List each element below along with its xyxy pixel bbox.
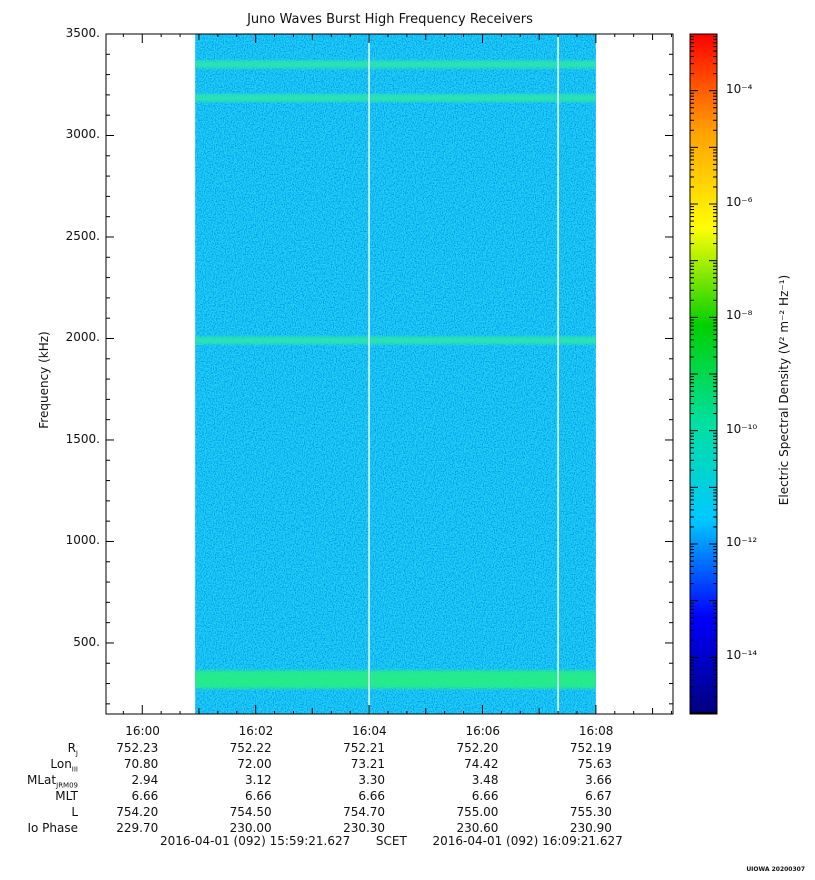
ephemeris-value: 754.70 (343, 805, 386, 819)
credit-stamp: UIOWA 20200307 (746, 866, 805, 873)
ephemeris-row-label: Io Phase (27, 821, 78, 835)
colorbar-tick-label: 10⁻¹² (726, 535, 758, 549)
y-tick-label: 1500. (65, 431, 100, 446)
ephemeris-value: 754.50 (229, 805, 272, 819)
emission-band (195, 670, 596, 689)
ephemeris-value: 6.66 (131, 789, 159, 803)
chart-title: Juno Waves Burst High Frequency Receiver… (247, 12, 533, 27)
emission-band (195, 60, 596, 69)
ephemeris-value: 74.42 (464, 757, 499, 771)
ephemeris-value: 3.12 (244, 773, 272, 787)
ephemeris-value: 75.63 (577, 757, 612, 771)
x-tick-label: 16:00 (125, 724, 160, 738)
ephemeris-value: 230.90 (569, 821, 612, 835)
y-tick-label: 1000. (65, 533, 100, 548)
emission-band (195, 93, 596, 102)
ephemeris-value: 6.66 (358, 789, 386, 803)
ephemeris-value: 230.00 (229, 821, 272, 835)
ephemeris-value: 755.30 (569, 805, 612, 819)
colorbar-floor (690, 712, 717, 714)
ephemeris-value: 230.30 (343, 821, 386, 835)
colorbar-tick-label: 10⁻¹⁴ (726, 648, 758, 663)
ephemeris-value: 754.20 (116, 805, 159, 819)
ephemeris-value: 752.21 (343, 741, 386, 755)
ephemeris-value: 6.66 (244, 789, 272, 803)
colorbar-label: Electric Spectral Density (V² m⁻² Hz⁻¹) (777, 274, 791, 506)
end-time: 2016-04-01 (092) 16:09:21.627 (432, 834, 623, 848)
ephemeris-row-label: MLatJRM09 (27, 773, 78, 790)
ephemeris-row-label: L (71, 805, 78, 819)
ephemeris-value: 752.20 (456, 741, 499, 755)
plot-frame (105, 33, 674, 715)
ephemeris-value: 72.00 (237, 757, 272, 771)
colorbar-tick-label: 10⁻⁴ (726, 81, 753, 96)
y-axis-label: Frequency (kHz) (37, 331, 51, 429)
ephemeris-value: 3.48 (471, 773, 499, 787)
x-tick-label: 16:02 (238, 724, 274, 738)
ephemeris-row-label: RJ (67, 741, 78, 758)
y-tick-label: 2500. (65, 228, 100, 243)
ephemeris-value: 2.94 (131, 773, 159, 787)
colorbar-tick-label: 10⁻¹⁰ (726, 421, 758, 436)
colorbar-tick-label: 10⁻⁶ (726, 195, 753, 209)
x-tick-label: 16:06 (465, 724, 501, 738)
ephemeris-value: 3.30 (358, 773, 386, 787)
ephemeris-value: 752.22 (229, 741, 272, 755)
ephemeris-value: 6.66 (471, 789, 499, 803)
ephemeris-value: 3.66 (585, 773, 612, 787)
spectrogram-speckle (195, 34, 596, 714)
ephemeris-row-label: MLT (55, 789, 78, 803)
y-tick-label: 500. (73, 634, 100, 649)
ephemeris-row-label: LonIII (50, 757, 78, 774)
ephemeris-value: 6.67 (585, 789, 612, 803)
ephemeris-value: 73.21 (350, 757, 386, 771)
ephemeris-value: 752.19 (569, 741, 612, 755)
y-tick-label: 3500. (65, 26, 100, 40)
time-range-footer: 2016-04-01 (092) 15:59:21.627 SCET 2016-… (160, 834, 623, 848)
ephemeris-value: 755.00 (456, 805, 499, 819)
scet-label: SCET (375, 834, 407, 848)
ephemeris-value: 230.60 (456, 821, 499, 835)
y-tick-label: 3000. (65, 127, 100, 142)
ephemeris-value: 70.80 (123, 757, 159, 771)
x-tick-label: 16:08 (578, 724, 614, 738)
y-tick-label: 2000. (65, 330, 100, 345)
ephemeris-value: 752.23 (116, 741, 159, 755)
colorbar-tick-label: 10⁻⁸ (726, 308, 753, 323)
x-tick-label: 16:04 (352, 724, 387, 738)
emission-band (195, 336, 596, 345)
start-time: 2016-04-01 (092) 15:59:21.627 (160, 834, 351, 848)
ephemeris-value: 229.70 (116, 821, 159, 835)
